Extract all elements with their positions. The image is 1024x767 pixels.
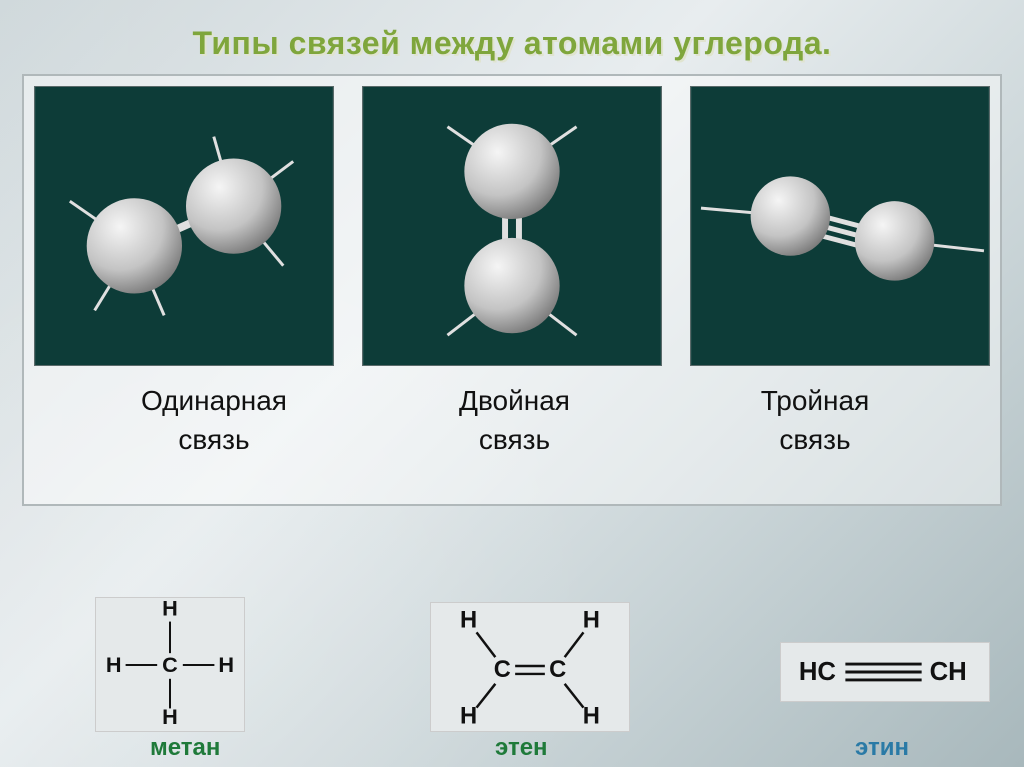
- atom-c: C: [162, 652, 178, 677]
- ethene-formula: H H H H C C: [430, 602, 630, 732]
- slide-title: Типы связей между атомами углерода.: [0, 0, 1024, 74]
- label-text: Одинарная: [141, 385, 287, 416]
- single-bond-model: [34, 86, 334, 366]
- triple-bond-model: [690, 86, 990, 366]
- atom-h: H: [162, 597, 178, 621]
- atom-c: C: [494, 656, 511, 683]
- label-text: Двойная: [459, 385, 570, 416]
- bond-labels: Одинарная связь Двойная связь Тройная св…: [64, 381, 965, 459]
- atom-h: H: [460, 702, 477, 729]
- slide-title-text: Типы связей между атомами углерода.: [193, 25, 832, 61]
- double-bond-model: [362, 86, 662, 366]
- single-bond-label: Одинарная связь: [64, 381, 364, 459]
- panel-frame: Одинарная связь Двойная связь Тройная св…: [22, 74, 1002, 506]
- label-text: Тройная: [761, 385, 870, 416]
- ethene-name: этен: [495, 734, 548, 762]
- triple-bond-label: Тройная связь: [665, 381, 965, 459]
- label-text: связь: [779, 424, 850, 455]
- atom-h: H: [460, 606, 477, 633]
- atom-h: H: [218, 652, 234, 677]
- methane-name: метан: [150, 734, 220, 762]
- double-bond-label: Двойная связь: [365, 381, 665, 459]
- ethyne-name: этин: [855, 734, 909, 762]
- label-text: связь: [178, 424, 249, 455]
- atom-ch: CH: [930, 658, 967, 686]
- atom-hc: HC: [799, 658, 836, 686]
- atom-h: H: [583, 702, 600, 729]
- atom-h: H: [106, 652, 122, 677]
- ethyne-formula: HC CH: [780, 642, 990, 702]
- methane-formula: H H H H C: [95, 597, 245, 732]
- model-panels: [34, 86, 990, 366]
- label-text: связь: [479, 424, 550, 455]
- atom-c: C: [549, 656, 566, 683]
- atom-h: H: [583, 606, 600, 633]
